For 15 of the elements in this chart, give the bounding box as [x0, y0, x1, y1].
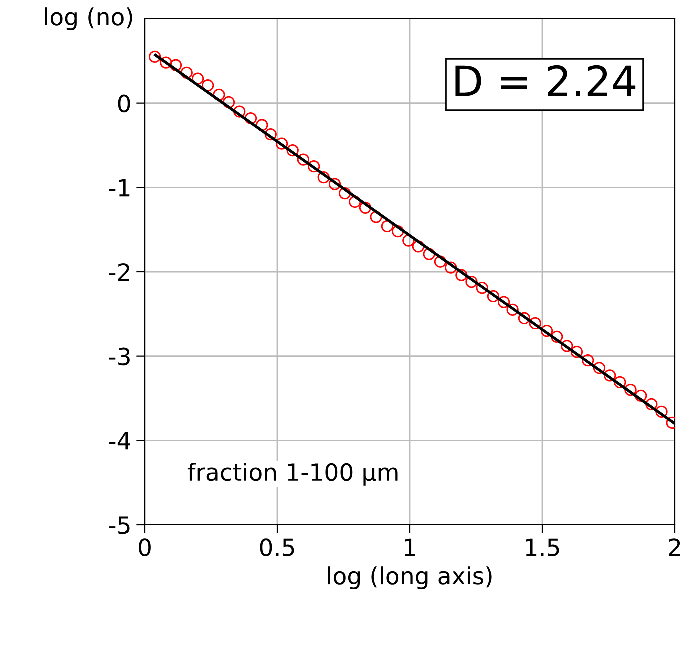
- y-tick-label: -3: [109, 348, 130, 366]
- annotation: fraction 1-100 μm: [188, 462, 398, 486]
- y-tick-label: 0: [118, 94, 130, 113]
- y-tick-label: -5: [109, 516, 130, 534]
- x-tick-label: 2: [669, 538, 680, 556]
- annotation: D = 2.24: [456, 65, 636, 96]
- x-tick-label: 0: [139, 538, 151, 556]
- y-tick-label: -1: [109, 179, 130, 197]
- x-axis-title: log (long axis): [328, 566, 492, 590]
- y-tick-label: -2: [109, 263, 130, 281]
- x-tick-label: 1.5: [526, 538, 560, 556]
- x-tick-label: 0.5: [260, 538, 294, 556]
- y-axis-title: log (no): [45, 8, 132, 30]
- y-tick-label: -4: [109, 432, 130, 450]
- x-tick-label: 1: [405, 538, 416, 556]
